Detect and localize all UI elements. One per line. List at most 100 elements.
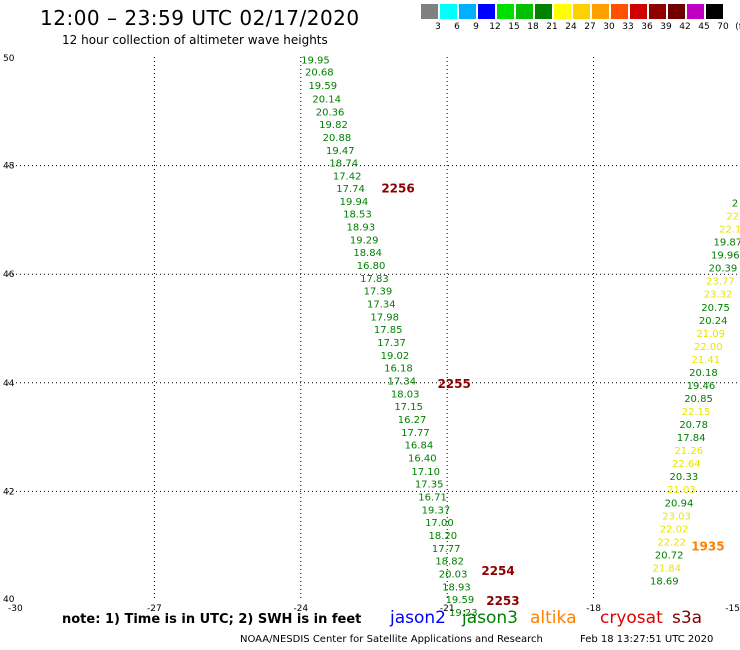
wave-height-value: 2 [732, 199, 738, 210]
map-subtitle: 12 hour collection of altimeter wave hei… [62, 33, 328, 47]
wave-height-value: 20.88 [323, 133, 352, 144]
x-tick-label: -21 [440, 604, 455, 614]
wave-height-value: 23.77 [706, 277, 735, 288]
pass-time-label: 2254 [481, 564, 514, 578]
wave-height-value: 21.03 [667, 485, 696, 496]
wave-height-value: 17.74 [336, 184, 365, 195]
axis-tick-labels: -30 -27 -24 -21 -18 -15 40 42 44 46 48 50 [3, 54, 740, 614]
colorbar-label: 9 [473, 22, 479, 32]
pass-time-label: 2255 [437, 377, 470, 391]
colorbar-label: 24 [565, 22, 577, 32]
colorbar-swatch [497, 4, 514, 19]
wave-height-value: 18.82 [435, 556, 464, 567]
wave-height-value: 19.94 [340, 197, 369, 208]
wave-height-value: 18.03 [391, 390, 420, 401]
colorbar-label: 6 [454, 22, 460, 32]
colorbar-swatch [687, 4, 704, 19]
wave-height-value: 19.29 [350, 235, 379, 246]
x-tick-label: -30 [8, 604, 23, 614]
wave-height-value: 17.37 [377, 338, 406, 349]
wave-height-value: 20.94 [665, 498, 694, 509]
wave-height-value: 19.02 [381, 351, 410, 362]
wave-height-value: 17.98 [370, 313, 399, 324]
colorbar-label: 33 [622, 22, 634, 32]
pass-time-label: 1935 [691, 540, 724, 554]
wave-height-value: 19.82 [319, 120, 348, 131]
colorbar-label: 12 [489, 22, 501, 32]
colorbar-swatch [592, 4, 609, 19]
wave-height-value: 17.83 [360, 274, 389, 285]
colorbar-swatch [516, 4, 533, 19]
wave-height-value: 19.37 [422, 505, 451, 516]
colorbar-swatch [459, 4, 476, 19]
y-tick-label: 46 [3, 270, 15, 280]
satellite-altika: altika [530, 608, 577, 628]
wave-height-value: 16.80 [357, 261, 386, 272]
colorbar-swatch [649, 4, 666, 19]
wave-height-value: 21.41 [692, 355, 721, 366]
wave-height-value: 18.74 [329, 158, 358, 169]
satellite-s3a: s3a [672, 608, 703, 628]
wave-height-value: 17.00 [425, 518, 454, 529]
wave-height-value: 22.22 [657, 537, 686, 548]
wave-height-value: 22.1 [719, 225, 740, 236]
wave-height-value: 19.46 [687, 381, 716, 392]
wave-height-value: 20.75 [701, 303, 730, 314]
colorbar-label: 39 [660, 22, 672, 32]
colorbar-swatch [478, 4, 495, 19]
wave-height-value: 17.77 [401, 428, 430, 439]
wave-height-value: 20.33 [670, 472, 699, 483]
wave-height-value: 20.78 [679, 420, 708, 431]
y-tick-label: 42 [3, 487, 14, 497]
wave-height-value: 20.36 [316, 107, 345, 118]
wave-height-value: 20.72 [655, 550, 684, 561]
wave-height-value: 22.64 [672, 459, 701, 470]
colorbar-swatch [668, 4, 685, 19]
wave-height-value: 16.18 [384, 364, 413, 375]
colorbar-label: 3 [435, 22, 441, 32]
wave-height-value: 20.24 [699, 316, 728, 327]
wave-height-value: 20.14 [312, 94, 341, 105]
colorbar-swatch [535, 4, 552, 19]
colorbar-swatch [421, 4, 438, 19]
colorbar-label: 45 [698, 22, 710, 32]
y-tick-label: 40 [3, 595, 15, 605]
wave-height-value: 17.34 [387, 377, 416, 388]
wave-height-value: 17.34 [367, 300, 396, 311]
wave-height-value: 16.27 [398, 415, 427, 426]
wave-height-value: 17.15 [394, 402, 423, 413]
satellite-cryosat: cryosat [600, 608, 663, 628]
credit-line: NOAA/NESDIS Center for Satellite Applica… [240, 634, 543, 645]
wave-height-value: 19.23 [449, 608, 478, 619]
y-tick-label: 44 [3, 379, 15, 389]
y-tick-label: 48 [3, 162, 15, 172]
wave-height-value: 18.84 [353, 248, 382, 259]
wave-height-value: 20.68 [305, 68, 334, 79]
colorbar-swatch [611, 4, 628, 19]
wave-height-value: 16.71 [418, 492, 447, 503]
colorbar-label: 42 [679, 22, 691, 32]
wave-height-value: 17.42 [333, 171, 362, 182]
wave-height-value: 23.03 [662, 511, 691, 522]
wave-height-value: 20.85 [684, 394, 713, 405]
satellite-jason2: jason2 [390, 608, 446, 628]
generated-timestamp: Feb 18 13:27:51 UTC 2020 [580, 634, 714, 645]
colorbar-swatch [706, 4, 723, 19]
wave-height-value: 19.59 [446, 595, 475, 606]
colorbar-label: 15 [508, 22, 520, 32]
wave-height-value: 17.35 [415, 479, 444, 490]
wave-height-value: 20.03 [439, 569, 468, 580]
wave-height-value: 19.87 [713, 238, 740, 249]
wave-height-value: 22.15 [682, 407, 711, 418]
colorbar-label: 70 [717, 22, 729, 32]
colorbar-swatch [630, 4, 647, 19]
x-tick-label: -18 [586, 604, 601, 614]
wave-height-value: 22.02 [660, 524, 689, 535]
wave-height-value: 19.47 [326, 146, 355, 157]
map-title: 12:00 – 23:59 UTC 02/17/2020 [40, 6, 360, 30]
wave-height-value: 21.09 [696, 329, 725, 340]
footer-note: note: 1) Time is in UTC; 2) SWH is in fe… [62, 612, 362, 627]
wave-height-value: 19.95 [301, 56, 330, 67]
